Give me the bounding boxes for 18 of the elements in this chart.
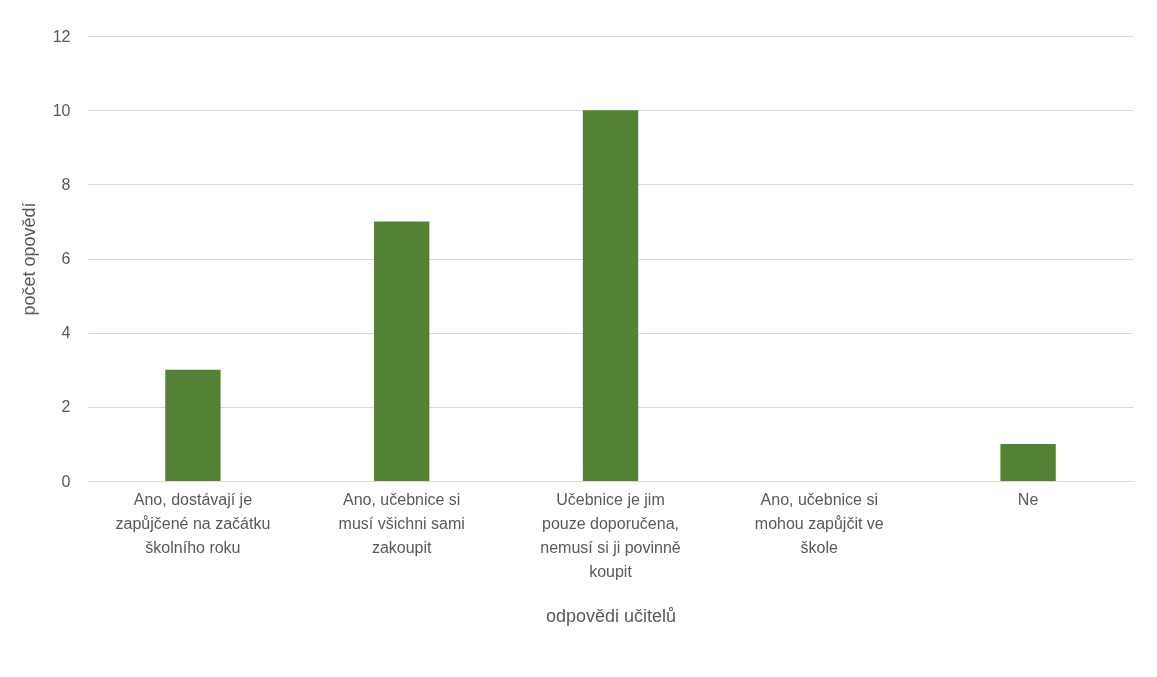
y-axis-title: počet opovědí [18,202,39,316]
x-tick-label: Ano, učebnice si musí všichni sami zakoupit [338,490,465,556]
y-tick-label: 2 [61,398,71,416]
x-tick-label: Ne [1017,490,1039,508]
bar [1000,443,1056,481]
x-tick-label: Ano, učebnice si mohou zapůjčit ve škole [754,490,884,556]
y-tick-label: 6 [61,250,71,267]
x-tick-label: Učebnice je jim pouze doporučena, nemusí si ji povinně koupit [540,490,681,580]
y-tick-label: 12 [52,27,71,45]
y-tick-label: 8 [61,175,71,193]
x-axis-title: odpovědi učitelů [545,605,677,626]
bar [582,110,639,481]
y-tick-label: 10 [52,101,71,119]
bar [374,221,430,481]
y-tick-label: 4 [61,324,71,342]
bar [165,369,221,481]
x-tick-label: Ano, dostávají je zapůjčené na začátku školního roku [115,490,271,556]
y-tick-label: 0 [61,472,71,490]
